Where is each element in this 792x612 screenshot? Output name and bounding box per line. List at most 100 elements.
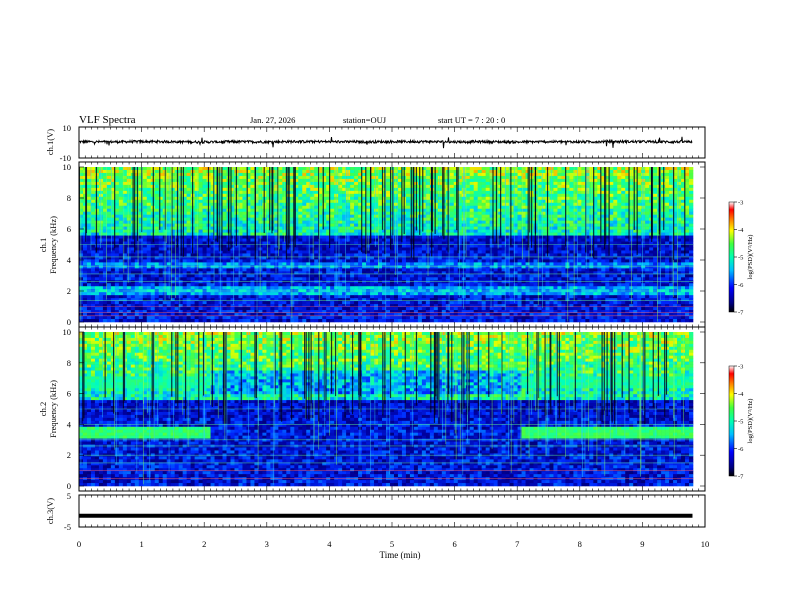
spectrogram-cell	[158, 307, 164, 311]
spectrogram-cell	[370, 253, 375, 257]
spectrogram-cell	[282, 313, 287, 317]
spectrogram-cell	[194, 187, 199, 192]
spectrogram-cell	[158, 247, 164, 251]
spectrogram-cell	[134, 265, 140, 269]
spectrogram-cell	[306, 184, 311, 189]
spectrogram-cell	[362, 271, 367, 275]
spectrogram-cell	[94, 292, 100, 296]
spectrogram-cell	[138, 304, 144, 308]
spectrogram-cell	[206, 298, 211, 302]
spectrogram-cell	[230, 295, 235, 299]
spectrogram-cell	[370, 301, 375, 305]
spectrogram-cell	[366, 304, 371, 308]
spectrogram-cell	[250, 187, 255, 192]
spectrogram-cell	[386, 307, 391, 311]
spectrogram-cell	[86, 208, 92, 213]
spectrogram-cell	[266, 202, 271, 207]
spectrogram-cell	[421, 178, 427, 183]
spectrogram-cell	[330, 292, 335, 296]
spectrogram-cell	[370, 247, 375, 251]
spectrogram-cell	[310, 259, 315, 263]
spectrogram-cell	[238, 217, 243, 221]
spectrogram-cell	[358, 235, 363, 239]
spectrogram-cell	[330, 244, 335, 248]
spectrogram-cell	[174, 268, 179, 272]
spectrogram-cell	[425, 313, 431, 317]
spectrogram-cell	[146, 214, 152, 218]
spectrogram-cell	[122, 271, 128, 275]
spectrogram-cell	[354, 283, 359, 287]
spectrogram-cell	[86, 247, 92, 251]
spectrogram-cell	[182, 175, 187, 180]
spectrogram-cell	[170, 319, 175, 323]
spectrogram-cell	[170, 274, 175, 278]
spectrogram-cell	[138, 169, 144, 174]
spectrogram-cell	[330, 208, 335, 213]
spectrogram-cell	[358, 223, 363, 227]
spectrogram-cell	[278, 316, 283, 320]
spectrogram-cell	[302, 175, 307, 180]
spectrogram-cell	[218, 277, 223, 281]
spectrogram-cell	[150, 310, 156, 314]
spectrogram-cell	[290, 167, 295, 171]
spectrogram-cell	[314, 307, 319, 311]
spectrogram-cell	[154, 286, 160, 290]
spectrogram-cell	[102, 167, 108, 171]
spectrogram-cell	[449, 167, 455, 171]
spectrogram-cell	[421, 259, 427, 263]
spectrogram-cell	[182, 181, 187, 186]
spectrogram-cell	[314, 292, 319, 296]
spectrogram-cell	[310, 167, 315, 171]
spectrogram-cell	[110, 259, 116, 263]
spectrogram-cell	[238, 319, 243, 323]
spectrogram-cell	[170, 259, 175, 263]
spectrogram-cell	[358, 238, 363, 242]
spectrogram-cell	[413, 232, 419, 236]
spectrogram-cell	[453, 316, 459, 320]
spectrogram-cell	[194, 235, 199, 239]
spectrogram-cell	[405, 316, 411, 320]
spectrogram-cell	[457, 181, 463, 186]
spectrogram-cell	[102, 319, 108, 323]
spectrogram-cell	[374, 310, 379, 314]
spectrogram-cell	[389, 193, 395, 198]
spectrogram-cell	[158, 190, 164, 195]
spectrogram-cell	[302, 274, 307, 278]
spectrogram-cell	[417, 241, 423, 245]
spectrogram-cell	[386, 259, 391, 263]
spectrogram-cell	[322, 172, 327, 177]
spectrogram-cell	[306, 208, 311, 213]
spectrogram-cell	[178, 262, 183, 266]
spectrogram-cell	[330, 226, 335, 230]
spectrogram-cell	[322, 265, 327, 269]
spectrogram-cell	[242, 268, 247, 272]
spectrogram-cell	[397, 301, 403, 305]
spectrogram-cell	[186, 172, 191, 177]
spectrogram-cell	[94, 196, 100, 201]
spectrogram-cell	[250, 235, 255, 239]
spectrogram-cell	[218, 286, 223, 290]
spectrogram-cell	[382, 301, 387, 305]
spectrogram-cell	[110, 244, 116, 248]
spectrogram-cell	[330, 316, 335, 320]
spectrogram-cell	[210, 199, 215, 204]
spectrogram-cell	[178, 259, 183, 263]
spectrogram-cell	[290, 256, 295, 260]
spectrogram-cell	[433, 167, 439, 171]
spectrogram-cell	[378, 283, 383, 287]
spectrogram-cell	[370, 316, 375, 320]
spectrogram-cell	[182, 226, 187, 230]
spectrogram-cell	[350, 232, 355, 236]
spectrogram-cell	[354, 286, 359, 290]
spectrogram-cell	[174, 169, 179, 174]
spectrogram-cell	[122, 253, 128, 257]
spectrogram-cell	[374, 250, 379, 254]
spectrogram-cell	[230, 271, 235, 275]
spectrogram-cell	[218, 307, 223, 311]
spectrogram-cell	[350, 211, 355, 215]
spectrogram-cell	[453, 229, 459, 233]
spectrogram-cell	[298, 167, 303, 171]
spectrogram-cell	[429, 292, 435, 296]
spectrogram-cell	[158, 271, 164, 275]
spectrogram-cell	[358, 190, 363, 195]
